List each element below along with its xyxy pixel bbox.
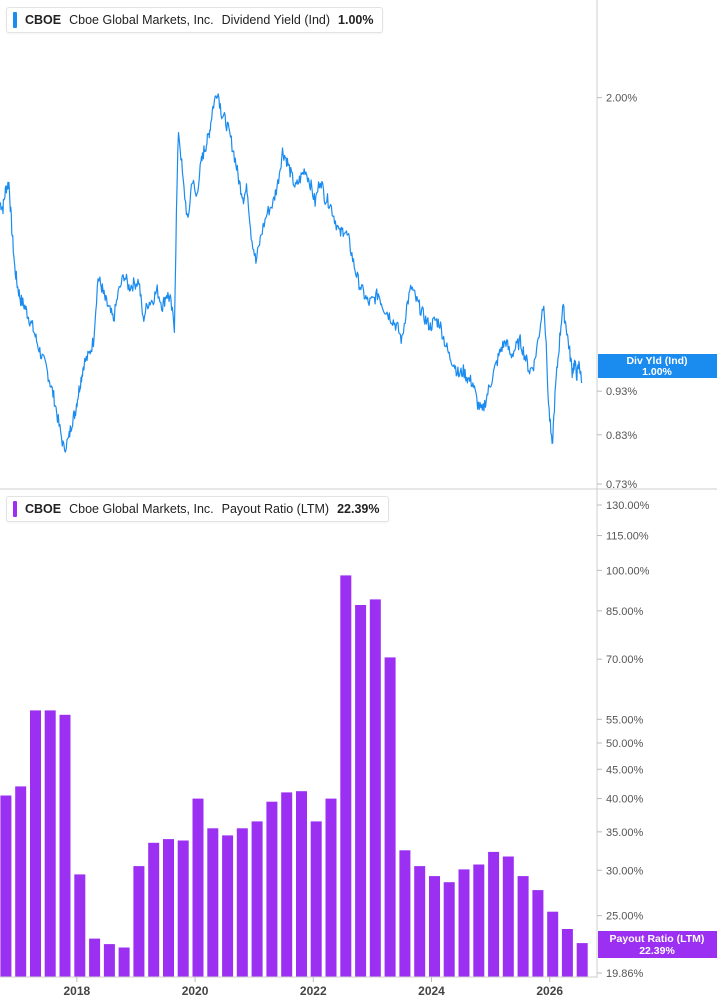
payout-bar [561,929,573,977]
payout-bar [473,864,485,977]
yield-legend-ticker: CBOE [25,13,62,27]
payout-bar [296,791,307,977]
payout-bar [133,866,145,977]
yield-y-tick-label: 0.83% [606,430,637,442]
yield-y-tick-label: 2.00% [606,93,637,105]
payout-bar [118,947,130,977]
payout-bar [325,798,337,977]
yield-badge-bg [598,354,717,378]
payout-y-tick-label: 115.00% [606,531,649,543]
payout-bar [340,575,352,977]
payout-bar [443,882,455,977]
yield-legend-company: Cboe Global Markets, Inc. [69,13,214,27]
yield-legend-metric: Dividend Yield (Ind) [221,13,331,27]
payout-bar [576,943,588,977]
yield-badge: Div Yld (Ind) 1.00% [598,354,717,378]
yield-badge-value: 1.00% [642,366,672,378]
yield-legend-value: 1.00% [338,13,374,27]
x-axis: 2018 2020 2022 2024 2026 [63,977,563,998]
payout-bar [74,874,86,977]
value-badges: Div Yld (Ind) 1.00% Payout Ratio (LTM) 2… [598,354,717,958]
payout-bar [192,798,204,977]
payout-bar [103,944,115,977]
payout-bar [384,657,396,977]
payout-y-tick-label: 70.00% [606,654,644,666]
payout-y-tick-label: 45.00% [606,764,644,776]
payout-y-tick-label: 35.00% [606,827,644,839]
payout-bar [310,821,322,977]
payout-y-tick-label: 25.00% [606,911,644,923]
payout-badge-label: Payout Ratio (LTM) [610,933,705,945]
payout-legend-value: 22.39% [337,502,380,516]
x-tick-label: 2020 [182,984,209,998]
payout-legend-metric: Payout Ratio (LTM) [221,502,330,516]
yield-line-series [0,93,583,453]
payout-bar [30,710,41,977]
yield-series-line [0,93,583,453]
payout-bar [355,605,367,977]
x-tick-label: 2024 [418,984,445,998]
payout-bar [59,714,71,977]
yield-badge-label: Div Yld (Ind) [626,355,687,367]
payout-legend-swatch [13,501,17,517]
payout-legend-ticker: CBOE [25,502,62,516]
yield-y-tick-label: 0.73% [606,479,637,491]
payout-bar [281,792,293,977]
payout-y-axis: 130.00% 115.00% 100.00% 85.00% 70.00% 55.00% 5… [597,500,650,980]
payout-bar [414,866,426,977]
payout-badge: Payout Ratio (LTM) 22.39% [598,931,717,958]
payout-badge-bg [598,931,717,958]
payout-bar [15,786,27,977]
payout-y-tick-label: 100.00% [606,565,650,577]
yield-y-tick-label: 0.93% [606,386,637,398]
x-tick-label: 2018 [63,984,90,998]
payout-bar [163,839,174,977]
payout-bar [266,801,278,977]
payout-bar-series [0,575,588,977]
payout-bar [458,869,470,977]
payout-y-tick-label: 19.86% [606,968,644,980]
payout-badge-value: 22.39% [639,945,675,957]
yield-legend: CBOE Cboe Global Markets, Inc. Dividend … [6,7,383,33]
payout-bar [222,835,234,977]
payout-bar [89,938,101,977]
payout-bar [0,795,12,977]
payout-bar [517,876,529,977]
payout-bar [532,890,544,977]
payout-bar [488,851,500,977]
payout-legend: CBOE Cboe Global Markets, Inc. Payout Ra… [6,496,389,522]
payout-y-tick-label: 50.00% [606,738,644,750]
yield-legend-swatch [13,12,17,28]
x-tick-label: 2026 [536,984,563,998]
payout-legend-company: Cboe Global Markets, Inc. [69,502,214,516]
payout-bar [399,850,411,977]
payout-bar [177,840,189,977]
x-tick-label: 2022 [300,984,327,998]
payout-bar [369,599,381,977]
payout-y-tick-label: 55.00% [606,714,644,726]
payout-y-tick-label: 30.00% [606,865,644,877]
payout-bar [547,911,559,977]
payout-bar [429,876,440,977]
payout-bar [502,856,514,977]
payout-bar [148,842,160,977]
payout-y-tick-label: 85.00% [606,606,644,618]
payout-y-tick-label: 130.00% [606,500,650,512]
yield-y-axis: 2.00% 0.93% 0.83% 0.73% [597,93,637,491]
chart-frame [0,0,717,978]
payout-bar [207,828,219,977]
payout-bar [44,710,56,977]
payout-bar [236,828,248,977]
payout-y-tick-label: 40.00% [606,794,644,806]
payout-bar [251,821,263,977]
